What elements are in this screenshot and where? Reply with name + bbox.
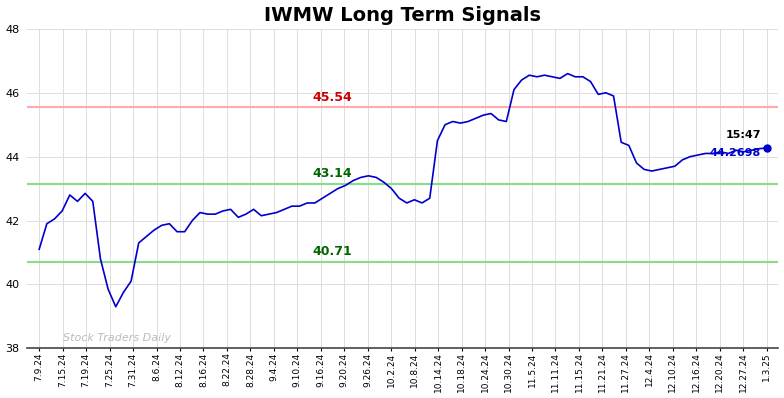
Text: 43.14: 43.14 [313, 167, 352, 180]
Text: 45.54: 45.54 [313, 91, 353, 103]
Title: IWMW Long Term Signals: IWMW Long Term Signals [264, 6, 542, 25]
Text: 40.71: 40.71 [313, 245, 353, 258]
Text: 44.2698: 44.2698 [710, 148, 760, 158]
Text: Stock Traders Daily: Stock Traders Daily [63, 334, 171, 343]
Text: 15:47: 15:47 [725, 130, 760, 140]
